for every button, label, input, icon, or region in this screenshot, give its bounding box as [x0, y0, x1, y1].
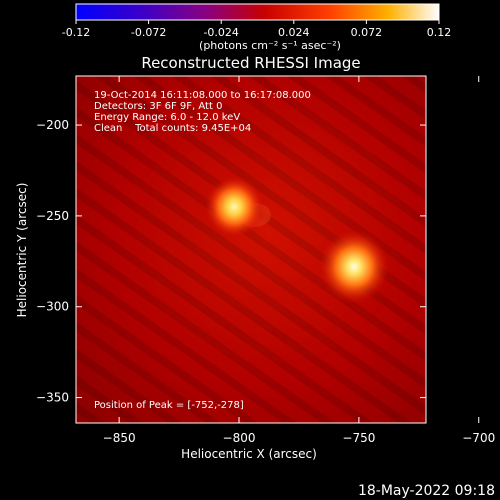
colorbar-tick-label: 0.024 [278, 26, 310, 39]
y-axis-label: Heliocentric Y (arcsec) [15, 183, 29, 318]
y-tick-label: −200 [36, 118, 69, 132]
source-1 [204, 175, 265, 239]
colorbar-tick-label: -0.072 [131, 26, 166, 39]
plot-frame [75, 75, 427, 424]
chart-title: Reconstructed RHESSI Image [141, 54, 360, 72]
y-tick-label: −350 [36, 391, 69, 405]
x-axis-label: Heliocentric X (arcsec) [181, 447, 317, 461]
axis-ticks: −850 −800 −750 −700 −200 −250 −300 −350 [36, 76, 495, 445]
colorbar-unit-label: (photons cm⁻² s⁻¹ asec⁻²) [199, 39, 341, 52]
colorbar-ticks: -0.12 -0.072 -0.024 0.024 0.072 0.12 [62, 20, 451, 39]
info-line: Detectors: 3F 6F 9F, Att 0 [94, 101, 222, 112]
y-tick-label: −300 [36, 300, 69, 314]
x-tick-label: −750 [342, 431, 375, 445]
colorbar [75, 3, 440, 21]
info-line: Clean Total counts: 9.45E+04 [94, 123, 251, 134]
peak-label: Position of Peak = [-752,-278] [94, 400, 244, 411]
colorbar-tick-label: -0.12 [62, 26, 90, 39]
sources [204, 175, 391, 305]
source-2 [318, 228, 391, 305]
timestamp: 18-May-2022 09:18 [358, 483, 495, 499]
x-tick-label: −850 [103, 431, 136, 445]
info-line: Energy Range: 6.0 - 12.0 keV [94, 112, 240, 123]
info-block: 19-Oct-2014 16:11:08.000 to 16:17:08.000… [94, 90, 311, 134]
colorbar-tick-label: 0.12 [427, 26, 452, 39]
heatmap-image [76, 76, 426, 423]
x-tick-label: −800 [223, 431, 256, 445]
colorbar-tick-label: -0.024 [203, 26, 238, 39]
colorbar-tick-label: 0.072 [351, 26, 383, 39]
info-line: 19-Oct-2014 16:11:08.000 to 16:17:08.000 [94, 90, 311, 101]
x-tick-label: −700 [462, 431, 495, 445]
y-tick-label: −250 [36, 209, 69, 223]
